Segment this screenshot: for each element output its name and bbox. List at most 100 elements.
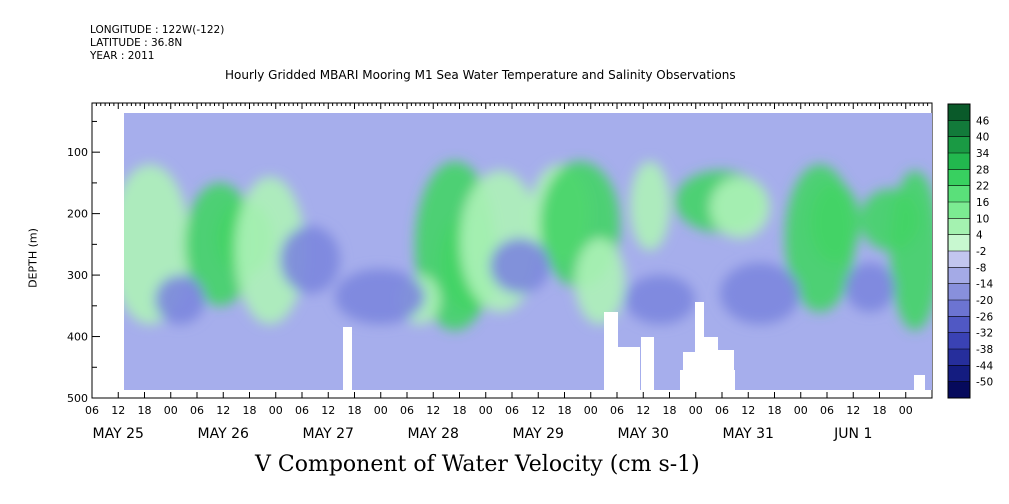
colorbar-label: -20 bbox=[976, 295, 993, 307]
heatmap-field bbox=[124, 113, 932, 390]
colorbar-swatch bbox=[948, 332, 970, 350]
x-day-label: JUN 1 bbox=[833, 426, 872, 442]
colorbar-label: -26 bbox=[976, 311, 993, 323]
x-tick-label: 06 bbox=[190, 404, 204, 417]
no-data-region bbox=[914, 375, 925, 390]
heatmap-blob bbox=[810, 182, 860, 263]
x-tick-label: 18 bbox=[453, 404, 467, 417]
colorbar-label: -8 bbox=[976, 262, 986, 274]
x-tick-label: 06 bbox=[715, 404, 729, 417]
x-tick-label: 00 bbox=[374, 404, 388, 417]
colorbar-label: -2 bbox=[976, 246, 986, 258]
x-tick-label: 12 bbox=[846, 404, 860, 417]
colorbar-swatch bbox=[948, 267, 970, 285]
colorbar-label: -50 bbox=[976, 377, 993, 389]
no-data-region bbox=[618, 347, 640, 390]
heatmap-blob bbox=[710, 176, 770, 239]
x-tick-label: 06 bbox=[610, 404, 624, 417]
colorbar: 46 40 34 28 22 16 10 4 -2 -8 -14 -20 -26 -32 -38 -44 -50 bbox=[947, 103, 993, 399]
x-tick-label: 12 bbox=[321, 404, 335, 417]
x-tick-label: 06 bbox=[85, 404, 99, 417]
colorbar-label: -14 bbox=[976, 279, 993, 291]
x-tick-label: 00 bbox=[794, 404, 808, 417]
colorbar-label: 28 bbox=[976, 164, 989, 176]
heatmap-blob bbox=[335, 268, 425, 325]
colorbar-label: 10 bbox=[976, 213, 989, 225]
y-tick-label: 400 bbox=[67, 331, 88, 344]
colorbar-swatch bbox=[948, 136, 970, 154]
colorbar-swatch bbox=[948, 349, 970, 366]
colorbar-swatch bbox=[948, 365, 970, 383]
x-tick-label: 18 bbox=[768, 404, 782, 417]
colorbar-label: -32 bbox=[976, 328, 993, 340]
x-day-label: MAY 28 bbox=[408, 426, 459, 442]
colorbar-swatch bbox=[948, 300, 970, 317]
colorbar-label: -44 bbox=[976, 360, 993, 372]
colorbar-swatch bbox=[948, 316, 970, 334]
colorbar-label: -38 bbox=[976, 344, 993, 356]
year-label: YEAR : 2011 bbox=[90, 50, 155, 62]
x-tick-label: 12 bbox=[216, 404, 230, 417]
x-tick-label: 18 bbox=[348, 404, 362, 417]
x-tick-label: 06 bbox=[820, 404, 834, 417]
colorbar-swatch bbox=[948, 185, 970, 203]
colorbar-label: 22 bbox=[976, 181, 989, 193]
no-data-region bbox=[680, 370, 735, 390]
colorbar-swatch bbox=[948, 153, 970, 170]
colorbar-label: 40 bbox=[976, 132, 989, 144]
footer-label: V Component of Water Velocity (cm s-1) bbox=[255, 452, 700, 477]
heatmap-blob bbox=[235, 176, 305, 325]
colorbar-label: 34 bbox=[976, 148, 990, 160]
longitude-label: LONGITUDE : 122W(-122) bbox=[90, 24, 225, 36]
heatmap-blob bbox=[630, 161, 670, 251]
colorbar-swatch bbox=[948, 251, 970, 268]
y-tick-label: 500 bbox=[67, 392, 88, 405]
y-tick-label: 300 bbox=[67, 269, 88, 282]
x-day-label: MAY 31 bbox=[723, 426, 774, 442]
x-tick-label: 12 bbox=[111, 404, 125, 417]
x-tick-label: 00 bbox=[164, 404, 178, 417]
x-tick-label: 12 bbox=[741, 404, 755, 417]
no-data-region bbox=[343, 327, 352, 390]
heatmap-blob bbox=[625, 275, 695, 325]
x-tick-label: 18 bbox=[873, 404, 887, 417]
x-tick-label: 00 bbox=[269, 404, 283, 417]
x-tick-label: 06 bbox=[400, 404, 414, 417]
y-tick-label: 200 bbox=[67, 208, 88, 221]
x-tick-label: 18 bbox=[138, 404, 152, 417]
x-day-label: MAY 30 bbox=[618, 426, 669, 442]
latitude-label: LATITUDE : 36.8N bbox=[90, 37, 183, 49]
x-tick-label: 06 bbox=[505, 404, 519, 417]
no-data-region bbox=[604, 312, 618, 390]
no-data-regions bbox=[343, 302, 925, 390]
x-tick-label: 18 bbox=[558, 404, 572, 417]
colorbar-swatch bbox=[948, 234, 970, 252]
no-data-region bbox=[695, 302, 704, 390]
heatmap-blob bbox=[720, 262, 800, 325]
chart-title: Hourly Gridded MBARI Mooring M1 Sea Wate… bbox=[225, 68, 736, 82]
heatmap-blob bbox=[490, 238, 550, 294]
x-day-label: MAY 27 bbox=[303, 426, 354, 442]
colorbar-label: 4 bbox=[976, 230, 983, 242]
x-tick-label: 00 bbox=[899, 404, 913, 417]
x-tick-label: 12 bbox=[531, 404, 545, 417]
x-day-label: MAY 29 bbox=[513, 426, 564, 442]
heatmap-blob bbox=[890, 170, 932, 331]
x-tick-label: 00 bbox=[479, 404, 493, 417]
colorbar-swatch bbox=[948, 202, 970, 219]
heatmap-blob bbox=[155, 275, 205, 325]
x-tick-label: 12 bbox=[636, 404, 650, 417]
x-tick-label: 06 bbox=[295, 404, 309, 417]
colorbar-swatch bbox=[948, 104, 970, 121]
colorbar-swatch bbox=[948, 169, 970, 187]
heatmap-blob bbox=[845, 262, 895, 312]
heatmap-blobs bbox=[124, 161, 932, 331]
x-tick-label: 18 bbox=[663, 404, 677, 417]
x-day-label: MAY 25 bbox=[93, 426, 144, 442]
x-tick-label: 12 bbox=[426, 404, 440, 417]
colorbar-swatch bbox=[948, 381, 970, 399]
x-tick-label: 18 bbox=[243, 404, 257, 417]
heatmap-blob bbox=[575, 238, 625, 325]
